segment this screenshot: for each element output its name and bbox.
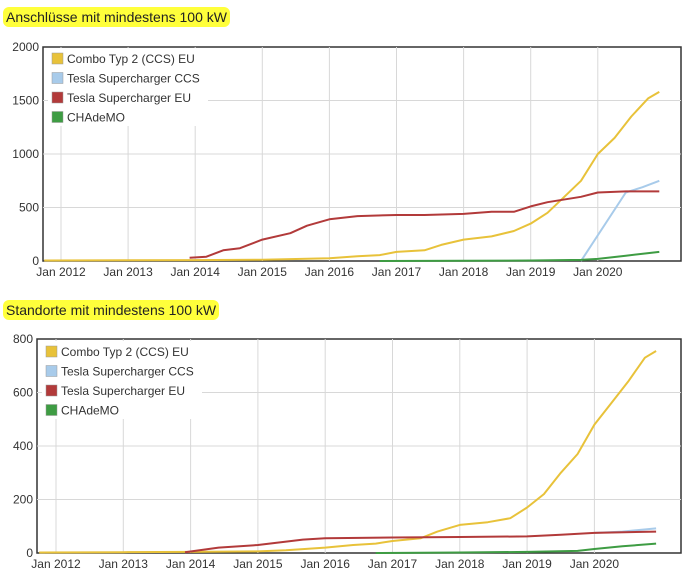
x-tick-label: Jan 2016: [301, 557, 351, 571]
x-tick-label: Jan 2015: [238, 265, 288, 279]
legend-entry: Tesla Supercharger EU: [61, 384, 185, 398]
legend-swatch: [51, 52, 64, 65]
y-tick-label: 400: [13, 439, 33, 453]
legend-swatch: [45, 345, 58, 358]
chart1-title: Anschlüsse mit mindestens 100 kW: [3, 7, 230, 27]
x-tick-label: Jan 2017: [368, 557, 418, 571]
y-tick-label: 500: [19, 201, 39, 215]
x-tick-label: Jan 2015: [233, 557, 283, 571]
legend-background: [48, 48, 208, 126]
chart2-title: Standorte mit mindestens 100 kW: [3, 300, 220, 320]
x-tick-label: Jan 2018: [439, 265, 489, 279]
legend-entry: CHAdeMO: [61, 404, 119, 418]
legend-swatch: [51, 111, 64, 123]
series-line-combo-typ-2-ccs-eu: [39, 350, 657, 554]
y-tick-label: 2000: [12, 40, 39, 54]
y-tick-label: 1000: [12, 147, 39, 161]
x-tick-label: Jan 2014: [166, 557, 216, 571]
y-tick-label: 0: [26, 546, 33, 560]
series-line-tesla-supercharger-eu: [184, 530, 657, 554]
x-tick-label: Jan 2012: [31, 557, 81, 571]
series-line-tesla-supercharger-ccs: [580, 179, 660, 262]
legend-entry: Tesla Supercharger EU: [67, 91, 191, 105]
x-tick-label: Jan 2013: [103, 265, 153, 279]
legend-swatch: [45, 404, 58, 416]
legend-swatch: [45, 365, 58, 377]
x-tick-label: Jan 2012: [36, 265, 86, 279]
chart2-legend: Combo Typ 2 (CCS) EU Tesla Supercharger C…: [42, 341, 202, 419]
series-line-combo-typ-2-ccs-eu: [44, 91, 660, 262]
x-tick-label: Jan 2019: [506, 265, 556, 279]
chart1-plot: 0 500 1000 1500 2000 Jan 2012 Jan 2013 Jan 2014…: [12, 40, 682, 279]
series-line-chademo: [379, 250, 660, 262]
connections-line-chart: 0 500 1000 1500 2000 Jan 2012 Jan 2013 Jan 2014…: [12, 40, 682, 279]
x-tick-label: Jan 2016: [305, 265, 355, 279]
y-tick-label: 600: [13, 386, 33, 400]
legend-entry: Tesla Supercharger CCS: [61, 365, 194, 379]
chart1-legend: Combo Typ 2 (CCS) EU Tesla Supercharger C…: [48, 48, 208, 126]
x-tick-label: Jan 2019: [502, 557, 552, 571]
legend-swatch: [51, 91, 64, 104]
x-tick-label: Jan 2018: [435, 557, 485, 571]
series-line-tesla-supercharger-eu: [189, 190, 660, 259]
x-tick-label: Jan 2020: [573, 265, 623, 279]
legend-entry: Combo Typ 2 (CCS) EU: [61, 345, 189, 359]
legend-background: [42, 341, 202, 419]
y-tick-label: 0: [32, 254, 39, 268]
legend-entry: CHAdeMO: [67, 111, 125, 125]
y-tick-label: 1500: [12, 94, 39, 108]
y-tick-label: 200: [13, 493, 33, 507]
legend-entry: Combo Typ 2 (CCS) EU: [67, 52, 195, 66]
y-tick-label: 800: [13, 332, 33, 346]
legend-entry: Tesla Supercharger CCS: [67, 72, 200, 86]
legend-swatch: [45, 384, 58, 397]
legend-swatch: [51, 72, 64, 84]
x-tick-label: Jan 2020: [570, 557, 620, 571]
series-line-chademo: [375, 542, 657, 554]
x-tick-label: Jan 2013: [99, 557, 149, 571]
x-tick-label: Jan 2014: [171, 265, 221, 279]
x-tick-label: Jan 2017: [372, 265, 422, 279]
